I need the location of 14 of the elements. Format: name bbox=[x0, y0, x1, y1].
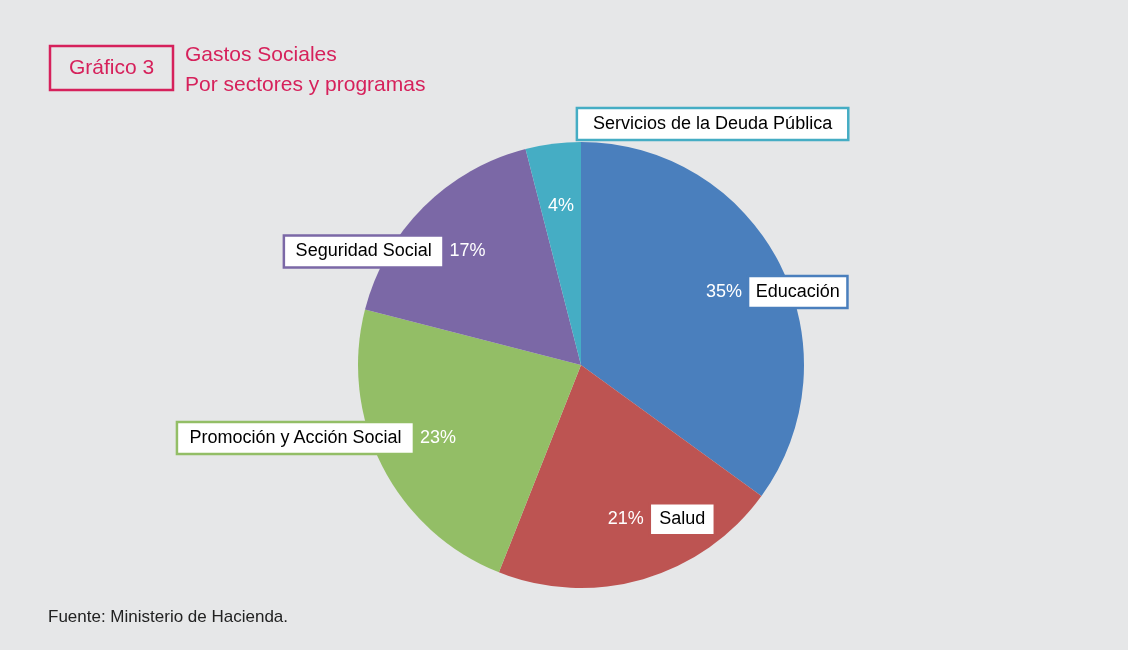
data-label: 21% bbox=[607, 508, 644, 529]
slice-label: Educación bbox=[755, 281, 840, 302]
slice-label: Seguridad Social bbox=[295, 240, 432, 261]
slice-label: Salud bbox=[659, 508, 706, 529]
chart-title: Gráfico 3 bbox=[68, 55, 155, 78]
data-label: 23% bbox=[419, 426, 456, 447]
pie-slice bbox=[498, 365, 762, 588]
data-label: 35% bbox=[706, 281, 743, 302]
slice-label: Promoción y Acción Social bbox=[189, 426, 402, 447]
source-note: Fuente: Ministerio de Hacienda. bbox=[48, 607, 289, 626]
data-label: 17% bbox=[449, 240, 486, 261]
data-label: 4% bbox=[547, 194, 574, 215]
chart-subtitle: Gastos Sociales Por sectores y programas bbox=[185, 42, 426, 95]
slice-label: Servicios de la Deuda Pública bbox=[593, 113, 834, 133]
